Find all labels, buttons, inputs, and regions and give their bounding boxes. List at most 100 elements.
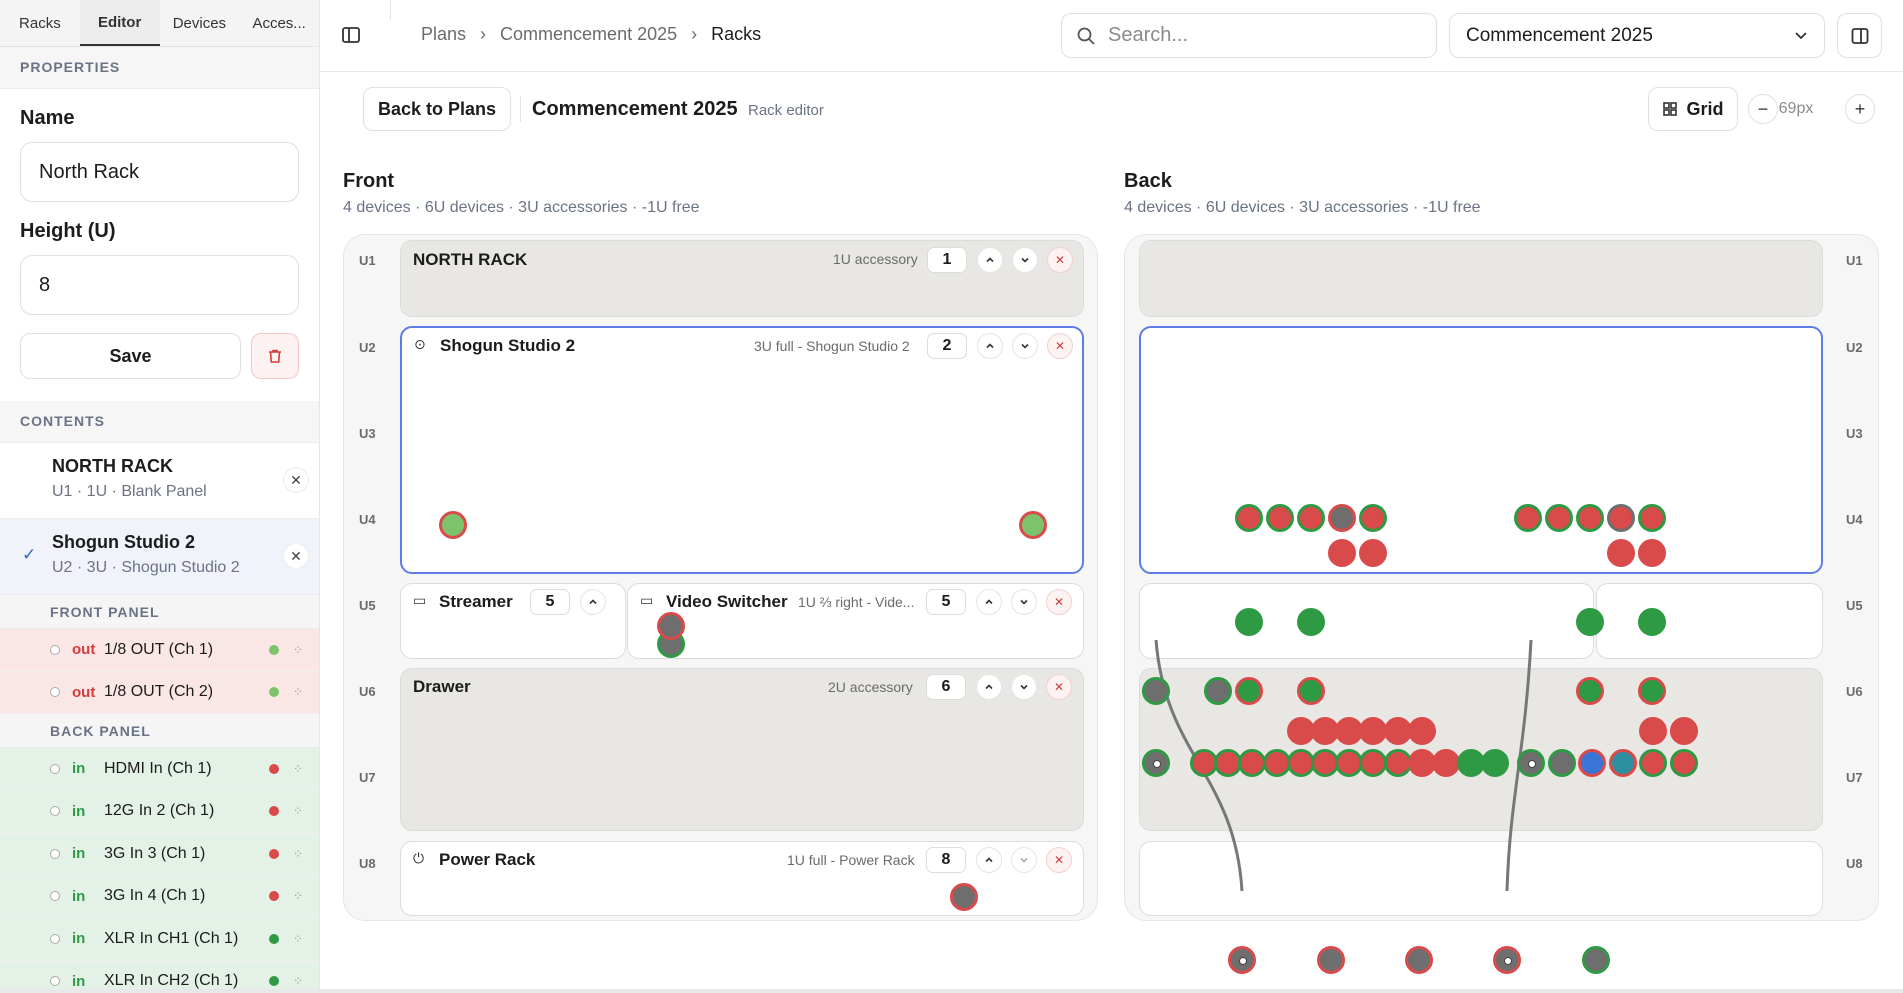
connector-port[interactable] [1576, 504, 1604, 532]
connector-port[interactable] [1405, 946, 1433, 974]
drag-handle-icon[interactable]: ⁘ [292, 974, 303, 989]
connector-port[interactable] [1609, 749, 1637, 777]
move-up-button[interactable] [976, 847, 1002, 873]
search-input[interactable]: Search... [1061, 13, 1437, 58]
connector-port[interactable] [1266, 504, 1294, 532]
drag-handle-icon[interactable]: ⁘ [292, 761, 303, 776]
move-down-button[interactable] [1011, 589, 1037, 615]
tab-accessories[interactable]: Acces... [252, 14, 306, 32]
drag-handle-icon[interactable]: ⁘ [292, 642, 303, 657]
move-down-button[interactable] [1012, 333, 1038, 359]
zoom-in-button[interactable]: + [1845, 94, 1875, 124]
move-up-button[interactable] [976, 589, 1002, 615]
connector-port[interactable] [1317, 946, 1345, 974]
connector-port[interactable] [1359, 749, 1387, 777]
connector-port[interactable] [1670, 717, 1698, 745]
connector-port[interactable] [1235, 504, 1263, 532]
zoom-out-button[interactable]: − [1748, 94, 1778, 124]
tab-racks[interactable]: Racks [19, 14, 61, 32]
connector-port[interactable] [1607, 539, 1635, 567]
drag-handle-icon[interactable]: ⁘ [292, 846, 303, 861]
connector-port[interactable] [1263, 749, 1291, 777]
connector-port[interactable] [1670, 749, 1698, 777]
plan-select[interactable]: Commencement 2025 [1449, 13, 1825, 58]
connector-port[interactable] [657, 612, 685, 640]
panel-toggle-button[interactable] [1837, 13, 1882, 58]
remove-device-button[interactable]: ✕ [1046, 674, 1072, 700]
port-row[interactable]: in 3G In 4 (Ch 1) ⁘ [0, 875, 319, 918]
connector-port[interactable] [1545, 504, 1573, 532]
drag-handle-icon[interactable]: ⁘ [292, 931, 303, 946]
tab-devices[interactable]: Devices [172, 14, 227, 32]
move-up-button[interactable] [580, 589, 606, 615]
port-row[interactable]: out 1/8 OUT (Ch 1) ⁘ [0, 629, 319, 672]
connector-port[interactable] [439, 511, 467, 539]
device-streamer[interactable]: ▭ Streamer 5 [400, 583, 626, 659]
move-down-button[interactable] [1012, 247, 1038, 273]
connector-port[interactable] [1514, 504, 1542, 532]
port-row[interactable]: in 12G In 2 (Ch 1) ⁘ [0, 790, 319, 833]
cabled-connector-port[interactable] [1228, 946, 1256, 974]
remove-item-button[interactable]: ✕ [283, 467, 309, 493]
cabled-connector-port[interactable] [1493, 946, 1521, 974]
port-row[interactable]: in HDMI In (Ch 1) ⁘ [0, 748, 319, 791]
connector-port[interactable] [1639, 749, 1667, 777]
unit-position-input[interactable]: 6 [926, 674, 966, 700]
drag-handle-icon[interactable]: ⁘ [292, 804, 303, 819]
connector-port[interactable] [1235, 608, 1263, 636]
connector-port[interactable] [1214, 749, 1242, 777]
delete-rack-button[interactable] [251, 333, 299, 379]
connector-port[interactable] [1359, 717, 1387, 745]
connector-port[interactable] [1204, 677, 1232, 705]
unit-position-input[interactable]: 2 [927, 333, 967, 359]
connector-port[interactable] [1432, 749, 1460, 777]
content-item-north-rack[interactable]: NORTH RACK U1 · 1U · Blank Panel ✕ [0, 443, 319, 519]
port-row[interactable]: in XLR In CH1 (Ch 1) ⁘ [0, 918, 319, 961]
device-north-rack-back[interactable] [1139, 240, 1823, 317]
port-row[interactable]: out 1/8 OUT (Ch 2) ⁘ [0, 671, 319, 714]
content-item-shogun[interactable]: ✓ Shogun Studio 2 U2 · 3U · Shogun Studi… [0, 519, 319, 595]
connector-port[interactable] [1142, 677, 1170, 705]
device-streamer-back[interactable] [1139, 583, 1594, 659]
remove-device-button[interactable]: ✕ [1047, 333, 1073, 359]
remove-item-button[interactable]: ✕ [283, 543, 309, 569]
select-port-radio[interactable] [50, 644, 60, 655]
rack-height-input[interactable]: 8 [20, 255, 299, 315]
connector-port[interactable] [1548, 749, 1576, 777]
connector-port[interactable] [1408, 717, 1436, 745]
device-video-switcher-back[interactable] [1596, 583, 1823, 659]
connector-port[interactable] [950, 883, 978, 911]
device-power-rack[interactable]: ⏻ Power Rack 1U full - Power Rack 8 ✕ [400, 841, 1084, 916]
select-port-radio[interactable] [50, 891, 60, 902]
device-power-rack-back[interactable] [1139, 841, 1823, 916]
port-row[interactable]: in 3G In 3 (Ch 1) ⁘ [0, 833, 319, 876]
connector-port[interactable] [1328, 539, 1356, 567]
connector-port[interactable] [1638, 608, 1666, 636]
connector-port[interactable] [1359, 504, 1387, 532]
select-port-radio[interactable] [50, 687, 60, 698]
device-drawer[interactable]: Drawer 2U accessory 6 ✕ [400, 668, 1084, 831]
select-port-radio[interactable] [50, 806, 60, 817]
device-north-rack[interactable]: NORTH RACK 1U accessory 1 ✕ [400, 240, 1084, 317]
sidebar-toggle-icon[interactable] [340, 24, 362, 46]
remove-device-button[interactable]: ✕ [1046, 589, 1072, 615]
connector-port[interactable] [1638, 504, 1666, 532]
connector-port[interactable] [1578, 749, 1606, 777]
connector-port[interactable] [1297, 504, 1325, 532]
connector-port[interactable] [1638, 677, 1666, 705]
connector-port[interactable] [1607, 504, 1635, 532]
breadcrumb-plans[interactable]: Plans [421, 24, 467, 44]
save-button[interactable]: Save [20, 333, 241, 379]
rack-name-input[interactable]: North Rack [20, 142, 299, 202]
select-port-radio[interactable] [50, 933, 60, 944]
device-shogun-studio-2-back[interactable] [1139, 326, 1823, 574]
connector-port[interactable] [1238, 749, 1266, 777]
connector-port[interactable] [1639, 717, 1667, 745]
cabled-connector-port[interactable] [1517, 749, 1545, 777]
connector-port[interactable] [1235, 677, 1263, 705]
remove-device-button[interactable]: ✕ [1047, 247, 1073, 273]
move-down-button[interactable] [1011, 674, 1037, 700]
breadcrumb-plan[interactable]: Commencement 2025 [500, 24, 678, 44]
tab-editor[interactable]: Editor [79, 0, 160, 46]
grid-toggle-button[interactable]: Grid [1648, 87, 1738, 131]
